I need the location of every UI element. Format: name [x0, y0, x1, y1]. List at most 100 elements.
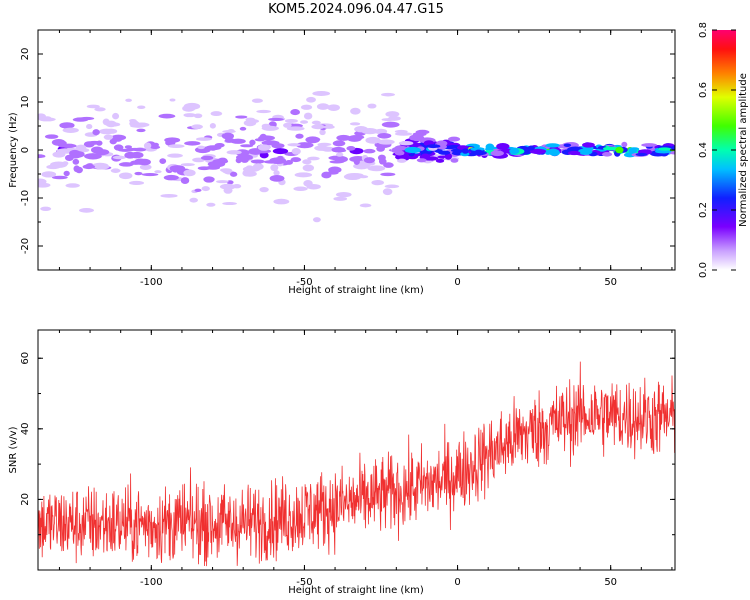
- spectrogram-cell: [284, 118, 298, 123]
- spectrogram-cell: [303, 112, 313, 120]
- spectrogram-cell: [242, 169, 251, 177]
- spectrogram-ytick-label: -10: [20, 190, 31, 206]
- spectrogram-cell: [139, 164, 152, 170]
- colorbar: 0.0 0.2 0.4 0.6 0.8 Normalized spectral ampl…: [698, 22, 749, 278]
- snr-xlabel: Height of straight line (km): [288, 585, 424, 596]
- spectrogram-cell: [62, 127, 79, 133]
- spectrogram-cell: [220, 168, 233, 173]
- spectrogram-cell: [404, 146, 421, 154]
- spectrogram-cell: [283, 122, 292, 128]
- spectrogram-cell: [374, 128, 388, 135]
- spectrogram-xtick-label: -100: [140, 277, 163, 288]
- spectrogram-cell: [641, 143, 658, 147]
- spectrogram-cell: [75, 166, 83, 174]
- spectrogram-cell: [385, 111, 400, 118]
- spectrogram-marks: [38, 90, 675, 223]
- spectrogram-cell: [92, 129, 100, 136]
- spectrogram-cell: [229, 171, 238, 177]
- spectrogram-cell: [40, 206, 52, 211]
- spectrogram-cell: [335, 191, 352, 198]
- spectrogram-cell: [381, 121, 400, 128]
- spectrogram-cell: [129, 180, 145, 186]
- spectrogram-cell: [134, 171, 143, 176]
- spectrogram-cell: [615, 146, 624, 154]
- spectrogram-cell: [448, 136, 461, 142]
- spectrogram-cell: [270, 164, 279, 172]
- spectrogram-cell: [206, 202, 216, 207]
- colorbar-ticks: 0.0 0.2 0.4 0.6 0.8: [698, 22, 736, 278]
- spectrogram-cell: [138, 158, 151, 166]
- spectrogram-cell: [578, 148, 593, 155]
- spectrogram-cell: [219, 183, 236, 190]
- spectrogram-cell: [86, 123, 93, 130]
- spectrogram-cell: [158, 113, 176, 119]
- spectrogram-cell: [180, 177, 190, 184]
- spectrogram-cell: [223, 187, 233, 194]
- spectrogram-cell: [628, 148, 638, 154]
- spectrogram-cell: [291, 147, 301, 155]
- spectrogram-cell: [221, 132, 234, 140]
- spectrogram-cell: [38, 117, 56, 122]
- spectrogram-cell: [286, 126, 305, 131]
- spectrogram-cell: [222, 202, 237, 206]
- spectrogram-cell: [240, 157, 249, 163]
- spectrogram-cell: [82, 164, 96, 170]
- spectrogram-cell: [250, 159, 265, 164]
- spectrogram-cell: [349, 122, 361, 126]
- spectrogram-cell: [380, 172, 396, 177]
- spectrogram-cell: [317, 142, 332, 147]
- spectrogram-cell: [470, 147, 485, 152]
- colorbar-tick-label: 0.0: [698, 262, 709, 278]
- spectrogram-cell: [435, 158, 445, 163]
- spectrogram-cell: [336, 134, 351, 141]
- spectrogram-cell: [426, 144, 441, 149]
- spectrogram-ytick-label: 10: [20, 96, 31, 109]
- spectrogram-cell: [295, 133, 304, 139]
- spectrogram-cell: [248, 119, 260, 124]
- spectrogram-cell: [350, 107, 361, 115]
- spectrogram-cell: [384, 184, 400, 189]
- spectrogram-cell: [602, 152, 613, 157]
- spectrogram-cell: [180, 163, 195, 167]
- spectrogram-cell: [209, 123, 216, 129]
- spectrogram-cell: [93, 163, 104, 169]
- spectrogram-xtick-label: 0: [454, 277, 460, 288]
- snr-ytick-label: 60: [20, 352, 31, 365]
- spectrogram-cell: [96, 140, 103, 146]
- spectrogram-cell: [412, 132, 427, 137]
- spectrogram-cell: [497, 145, 506, 150]
- spectrogram-cell: [382, 188, 393, 196]
- spectrogram-cell: [582, 142, 595, 148]
- spectrogram-cell: [359, 203, 372, 208]
- spectrogram-cell: [41, 171, 57, 178]
- spectrogram-cell: [367, 165, 386, 172]
- snr-xtick-label: -50: [296, 577, 312, 588]
- spectrogram-cell: [251, 98, 263, 103]
- spectrogram-cell: [75, 144, 87, 152]
- spectrogram-cell: [124, 151, 137, 159]
- spectrogram-cell: [273, 198, 290, 205]
- spectrogram-xtick-label: 50: [604, 277, 617, 288]
- spectrogram-cell: [394, 150, 405, 156]
- spectrogram-cell: [194, 188, 202, 192]
- spectrogram-cell: [303, 180, 313, 187]
- page-title: KOM5.2024.096.04.47.G15: [268, 2, 444, 17]
- spectrogram-cell: [62, 161, 69, 166]
- spectrogram-cell: [416, 158, 427, 163]
- spectrogram-cell: [38, 182, 51, 188]
- spectrogram-cell: [311, 120, 321, 125]
- spectrogram-cell: [654, 149, 672, 154]
- spectrogram-cell: [293, 186, 308, 192]
- spectrogram-cell: [394, 132, 413, 136]
- spectrogram-cell: [398, 141, 414, 146]
- spectrogram-cell: [104, 128, 118, 134]
- spectrogram-cell: [273, 170, 280, 176]
- spectrogram-cell: [249, 139, 256, 146]
- spectrogram-cell: [365, 136, 381, 144]
- spectrogram-cell: [670, 145, 675, 151]
- spectrogram-cell: [72, 158, 80, 165]
- spectrogram-cell: [438, 150, 451, 155]
- spectrogram-cell: [69, 149, 81, 157]
